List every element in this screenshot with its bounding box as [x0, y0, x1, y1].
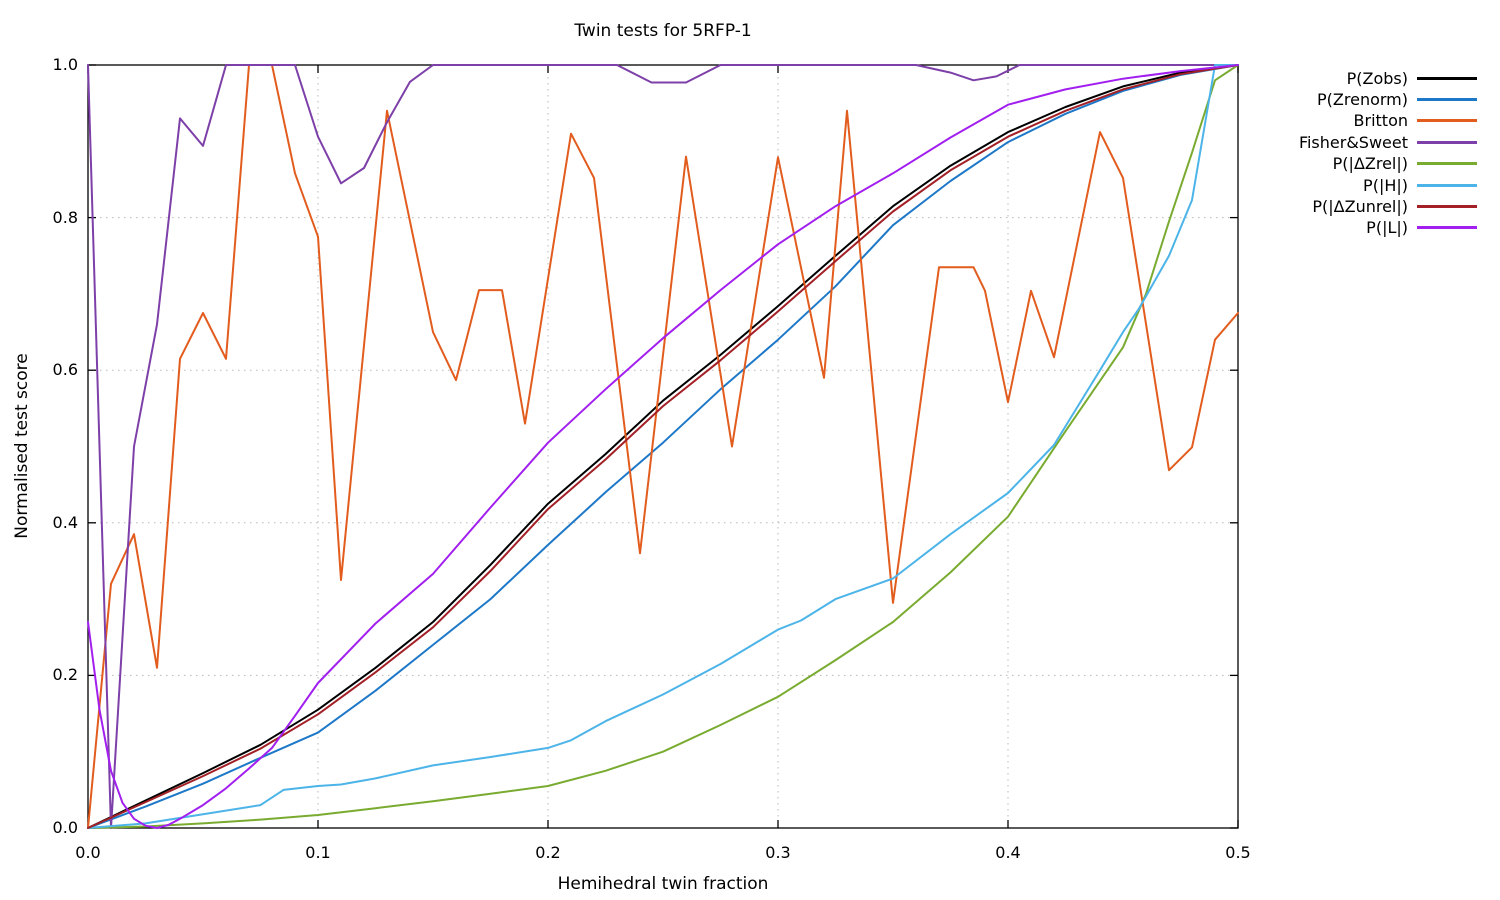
legend-label: P(|ΔZrel|) [1332, 154, 1408, 174]
x-tick-label: 0.3 [765, 843, 791, 862]
y-tick-label: 0.8 [52, 207, 78, 227]
legend-item-britton: Britton [1190, 110, 1500, 131]
legend-swatch [1417, 119, 1477, 123]
legend-item-fisher-sweet: Fisher&Sweet [1190, 132, 1500, 153]
y-tick-label: 0.4 [52, 512, 78, 532]
y-tick-label: 0.0 [52, 818, 78, 837]
legend-item-p-zobs-: P(Zobs) [1190, 68, 1500, 89]
x-axis-label: Hemihedral twin fraction [557, 874, 769, 894]
legend-label: Britton [1353, 111, 1408, 131]
legend-swatch [1417, 76, 1477, 80]
legend-item-p-zrel-: P(|ΔZrel|) [1190, 153, 1500, 174]
x-tick-label: 0.2 [535, 843, 561, 862]
legend-label: P(|ΔZunrel|) [1312, 196, 1408, 216]
legend-swatch [1417, 140, 1477, 144]
series-line-p-zobs- [87, 64, 1239, 829]
x-tick-label: 0.5 [1225, 843, 1251, 862]
legend-label: P(Zobs) [1346, 68, 1408, 88]
legend-label: P(|L|) [1366, 218, 1408, 238]
legend-swatch [1417, 162, 1477, 166]
legend-label: P(|H|) [1363, 175, 1408, 195]
series-line-p-zrenorm- [87, 64, 1239, 829]
plot-border [87, 64, 1239, 829]
series-line-p-h- [87, 64, 1239, 829]
series-line-p-zrel- [87, 64, 1239, 829]
legend-label: P(Zrenorm) [1317, 89, 1408, 109]
chart-title: Twin tests for 5RFP-1 [574, 21, 752, 41]
series-line-p-zunrel- [87, 64, 1239, 829]
y-tick-label: 0.2 [52, 665, 78, 685]
series-line-p-l- [87, 64, 1239, 829]
y-tick-label: 1.0 [52, 55, 78, 74]
y-tick-label: 0.6 [52, 360, 78, 380]
x-tick-label: 0.0 [75, 843, 101, 862]
x-tick-label: 0.1 [305, 843, 331, 862]
series-line-britton [87, 64, 1239, 829]
legend-item-p-zrenorm-: P(Zrenorm) [1190, 89, 1500, 110]
legend-swatch [1417, 204, 1477, 208]
legend-label: Fisher&Sweet [1298, 132, 1408, 152]
y-axis-label: Normalised test score [12, 353, 32, 539]
legend-swatch [1417, 226, 1477, 230]
x-tick-label: 0.4 [995, 843, 1021, 862]
legend-swatch [1417, 183, 1477, 187]
legend-item-p-l-: P(|L|) [1190, 217, 1500, 238]
series-line-fisher-sweet [87, 64, 1239, 829]
legend-item-p-h-: P(|H|) [1190, 175, 1500, 196]
legend-item-p-zunrel-: P(|ΔZunrel|) [1190, 196, 1500, 217]
legend-swatch [1417, 97, 1477, 101]
